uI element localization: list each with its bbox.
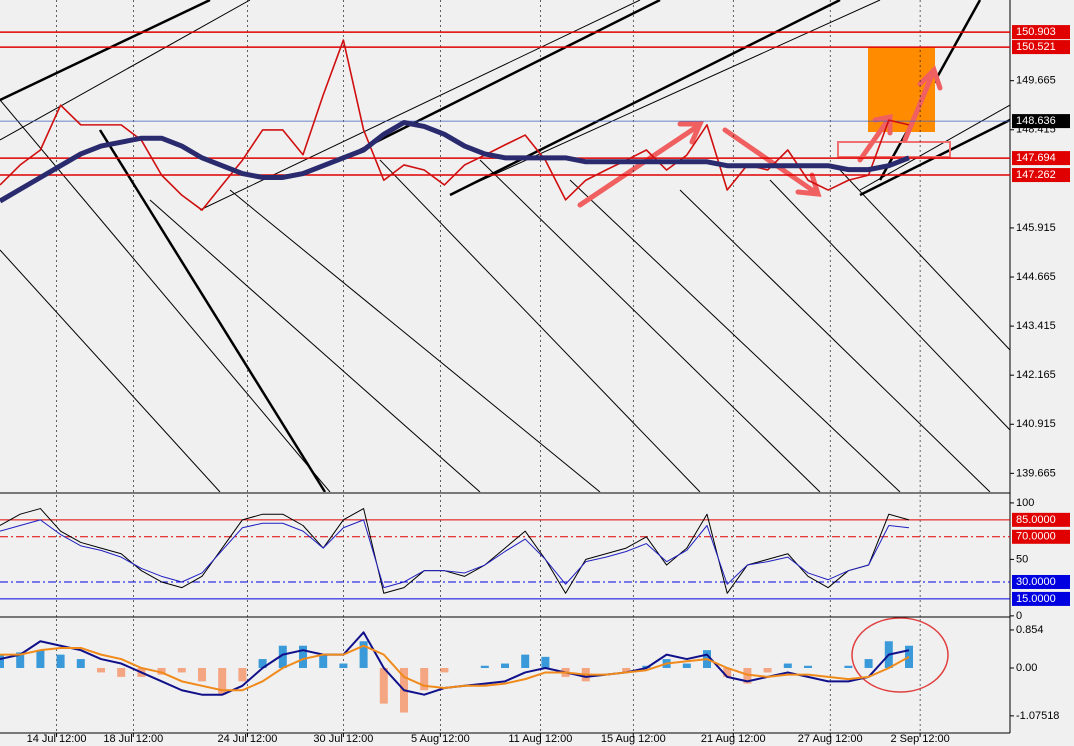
histogram-bar <box>56 654 65 668</box>
x-tick-label: 14 Jul 12:00 <box>27 733 87 745</box>
level-label: 15.0000 <box>1016 593 1056 605</box>
histogram-bar <box>844 665 853 668</box>
y-tick-label: -1.07518 <box>1016 710 1059 722</box>
series-line <box>0 508 910 594</box>
histogram-bar <box>723 667 732 677</box>
histogram-bar <box>783 663 792 668</box>
x-tick-label: 18 Jul 12:00 <box>103 733 163 745</box>
series-line <box>0 519 910 589</box>
level-label: 70.0000 <box>1016 531 1056 543</box>
level-label: 85.0000 <box>1016 514 1056 526</box>
histogram-bar <box>157 667 166 675</box>
y-tick-label: 142.165 <box>1016 369 1056 381</box>
histogram-bar <box>339 663 348 668</box>
x-tick-label: 2 Sep 12:00 <box>890 733 949 745</box>
y-tick-label: 0.854 <box>1016 624 1044 636</box>
highlight-circle <box>851 617 949 693</box>
level-label-box <box>1012 591 1070 606</box>
level-label-box <box>1012 574 1070 589</box>
histogram-bar <box>541 656 550 668</box>
histogram-bar <box>359 641 368 668</box>
histogram-bar <box>299 645 307 668</box>
series-line <box>0 120 910 204</box>
histogram-bar <box>278 645 287 668</box>
x-tick-label: 24 Jul 12:00 <box>217 733 277 745</box>
x-tick-label: 11 Aug 12:00 <box>508 733 572 745</box>
zone-box <box>837 141 951 158</box>
level-label: 147.262 <box>1016 169 1056 181</box>
y-tick-label: 145.915 <box>1016 222 1056 234</box>
histogram-bar <box>864 659 873 668</box>
histogram-bar <box>480 665 489 668</box>
histogram-bar <box>420 667 429 691</box>
histogram-bar <box>501 663 509 668</box>
histogram-bar <box>36 650 45 668</box>
histogram-bar <box>198 667 206 682</box>
histogram-bar <box>743 667 752 684</box>
histogram-bar <box>682 663 691 668</box>
histogram-bar <box>0 654 4 668</box>
level-label: 150.903 <box>1016 26 1056 38</box>
last-price-label: 148.636 <box>1016 115 1056 127</box>
histogram-bar <box>258 659 267 668</box>
y-tick-label: 100 <box>1016 497 1034 509</box>
level-label: 150.521 <box>1016 41 1056 53</box>
histogram-bar <box>319 654 328 668</box>
histogram-bar <box>763 667 772 673</box>
y-tick-label: 143.415 <box>1016 320 1056 332</box>
histogram-bar <box>117 667 126 677</box>
histogram-bar <box>218 667 227 695</box>
y-tick-label: 50 <box>1016 553 1028 565</box>
last-price-box <box>1012 114 1070 129</box>
y-tick-label: 144.665 <box>1016 271 1056 283</box>
x-tick-label: 15 Aug 12:00 <box>601 733 666 745</box>
drawings <box>0 0 1010 492</box>
y-tick-label: 139.665 <box>1016 467 1056 479</box>
level-label: 147.694 <box>1016 152 1056 164</box>
y-tick-label: 140.915 <box>1016 418 1056 430</box>
level-label-box <box>1012 529 1070 544</box>
histogram-bar <box>97 667 105 673</box>
level-label-box <box>1012 168 1070 183</box>
x-tick-label: 21 Aug 12:00 <box>701 733 766 745</box>
histogram-bar <box>440 667 449 673</box>
channel-lines <box>0 0 1010 492</box>
series-line <box>0 644 910 692</box>
histogram-bar <box>379 667 388 704</box>
level-label-box <box>1012 151 1070 166</box>
x-tick-label: 5 Aug 12:00 <box>411 733 470 745</box>
histogram-bar <box>804 665 812 668</box>
level-label-box <box>1012 40 1070 55</box>
y-tick-label: 0.00 <box>1016 662 1037 674</box>
histogram-bar <box>177 667 186 673</box>
y-tick-label: 149.665 <box>1016 75 1056 87</box>
level-label: 30.0000 <box>1016 576 1056 588</box>
histogram-bar <box>622 667 631 673</box>
y-tick-label: 0 <box>1016 610 1022 622</box>
histogram-bar <box>76 659 85 668</box>
level-label-box <box>1012 512 1070 527</box>
histogram-bar <box>16 652 25 668</box>
x-tick-label: 30 Jul 12:00 <box>313 733 373 745</box>
x-tick-label: 27 Aug 12:00 <box>798 733 863 745</box>
histogram-bar <box>238 667 247 682</box>
level-label-box <box>1012 25 1070 40</box>
histogram-bar <box>521 654 530 668</box>
arrows <box>577 65 943 208</box>
